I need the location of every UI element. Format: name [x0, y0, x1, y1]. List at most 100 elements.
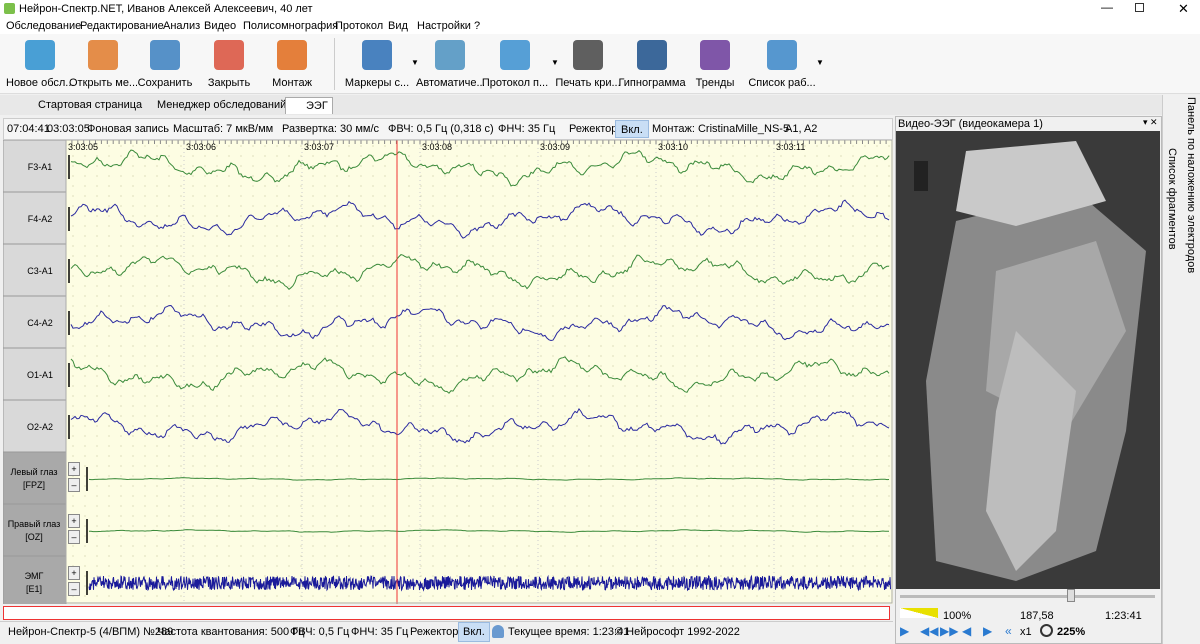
grid-dot [276, 545, 278, 547]
toolbar-button[interactable]: Монтаж [272, 77, 312, 89]
menu-item[interactable]: Вид [388, 20, 408, 32]
grid-dot [504, 195, 506, 197]
zoom-button[interactable] [1040, 624, 1053, 637]
gain-button[interactable]: + [68, 462, 80, 476]
video-control[interactable]: ▶ [983, 624, 993, 638]
grid-dot [876, 455, 878, 457]
menu-item[interactable]: Обследование [6, 20, 82, 32]
eeg-setting[interactable]: ФВЧ: 0,5 Гц (0,318 с) [388, 123, 494, 135]
menu-item[interactable]: Анализ [163, 20, 201, 32]
grid-dot [324, 555, 326, 557]
grid-dot [576, 335, 578, 337]
tab[interactable]: Менеджер обследований [137, 97, 286, 114]
minimize[interactable]: — [1101, 0, 1113, 14]
video-control[interactable]: ◀ [962, 624, 972, 638]
menu-item[interactable]: ? [474, 20, 481, 32]
grid-dot [444, 505, 446, 507]
menu-item[interactable]: Полисомнография [243, 20, 339, 32]
channel-label[interactable]: Правый глаз [OZ] [6, 518, 62, 544]
video-control[interactable]: ▶ [900, 624, 910, 638]
gain-button[interactable]: + [68, 566, 80, 580]
grid-dot [600, 355, 602, 357]
grid-dot [192, 185, 194, 187]
channel-label[interactable]: O2-A2 [20, 421, 60, 434]
grid-dot [804, 445, 806, 447]
grid-dot [840, 295, 842, 297]
timeline-bar[interactable] [3, 606, 890, 620]
grid-dot [684, 165, 686, 167]
panel-buttons[interactable]: ▾ ✕ [1143, 117, 1158, 127]
gain-button[interactable]: – [68, 478, 80, 492]
channel-label[interactable]: ЭМГ [E1] [6, 570, 62, 596]
video-control[interactable]: ▶▶ [940, 624, 959, 638]
toolbar-button[interactable]: Тренды [695, 77, 735, 89]
tab[interactable]: ЭЭГ [285, 97, 333, 114]
eeg-setting[interactable]: Монтаж: CristinaMille_NS-5 [652, 123, 790, 135]
video-control[interactable]: ◀◀ [920, 624, 939, 638]
eeg-setting[interactable]: A1, A2 [785, 123, 818, 135]
channel-label[interactable]: C3-A1 [20, 265, 60, 278]
channel-label[interactable]: F3-A1 [20, 161, 60, 174]
toolbar-button[interactable]: Автоматиче... [416, 77, 484, 89]
grid-dot [372, 545, 374, 547]
menu-item[interactable]: Редактирование [80, 20, 164, 32]
grid-dot [660, 415, 662, 417]
grid-dot [864, 555, 866, 557]
eeg-setting[interactable]: Масштаб: 7 мкВ/мм [173, 123, 274, 135]
toolbar-button[interactable]: Открыть ме... [69, 77, 137, 89]
close[interactable]: ✕ [1178, 1, 1189, 16]
grid-dot [612, 165, 614, 167]
toolbar-button[interactable]: Закрыть [207, 77, 251, 89]
dropdown-arrow[interactable]: ▼ [411, 58, 419, 67]
channel-label[interactable]: Левый глаз [FPZ] [6, 466, 62, 492]
eeg-setting[interactable]: Развертка: 30 мм/с [282, 123, 380, 135]
grid-dot [636, 565, 638, 567]
toolbar-button[interactable]: Протокол п... [481, 77, 549, 89]
grid-dot [588, 555, 590, 557]
grid-dot [636, 505, 638, 507]
grid-dot [876, 495, 878, 497]
toolbar-button[interactable]: Гипнограмма [618, 77, 686, 89]
dropdown-arrow[interactable]: ▼ [551, 58, 559, 67]
grid-dot [480, 365, 482, 367]
grid-dot [108, 335, 110, 337]
toolbar-button[interactable]: Сохранить [137, 77, 193, 89]
grid-dot [804, 595, 806, 597]
eeg-setting[interactable]: Фоновая запись [87, 123, 170, 135]
maximize[interactable] [1135, 3, 1144, 12]
notch-toggle[interactable]: Вкл. [615, 120, 649, 138]
eeg-setting[interactable]: 07:04:41 [7, 123, 50, 135]
gain-button[interactable]: – [68, 530, 80, 544]
toolbar-button[interactable]: Список раб... [748, 77, 816, 89]
channel-label[interactable]: F4-A2 [20, 213, 60, 226]
eeg-setting[interactable]: 03:03:05 [47, 123, 90, 135]
video-slider [900, 595, 1155, 598]
toolbar-button[interactable]: Новое обсл... [6, 77, 74, 89]
channel-label[interactable]: O1-A1 [20, 369, 60, 382]
side-tab[interactable]: Список фрагментов [1166, 148, 1178, 250]
toolbar-button[interactable]: Печать кри... [555, 77, 621, 89]
eeg-setting[interactable]: Режектор: [569, 123, 621, 135]
grid-dot [828, 525, 830, 527]
grid-dot [168, 585, 170, 587]
video-control[interactable]: « [1005, 624, 1012, 638]
channel-label[interactable]: C4-A2 [20, 317, 60, 330]
slider-thumb[interactable] [1067, 589, 1075, 602]
grid-dot [684, 435, 686, 437]
grid-dot [708, 425, 710, 427]
grid-dot [180, 175, 182, 177]
side-tab[interactable]: Панель по наложению электродов [1185, 97, 1197, 274]
status-item[interactable]: Вкл. [458, 622, 490, 642]
gain-button[interactable]: + [68, 514, 80, 528]
menu-item[interactable]: Видео [204, 20, 237, 32]
gain-button[interactable]: – [68, 582, 80, 596]
tab[interactable]: Стартовая страница [18, 97, 142, 114]
grid-dot [168, 435, 170, 437]
dropdown-arrow[interactable]: ▼ [816, 58, 824, 67]
menu-item[interactable]: Настройки [417, 20, 471, 32]
toolbar-button[interactable]: Маркеры с... [344, 77, 410, 89]
grid-dot [504, 545, 506, 547]
grid-dot [660, 165, 662, 167]
menu-item[interactable]: Протокол [335, 20, 384, 32]
eeg-setting[interactable]: ФНЧ: 35 Гц [498, 123, 556, 135]
